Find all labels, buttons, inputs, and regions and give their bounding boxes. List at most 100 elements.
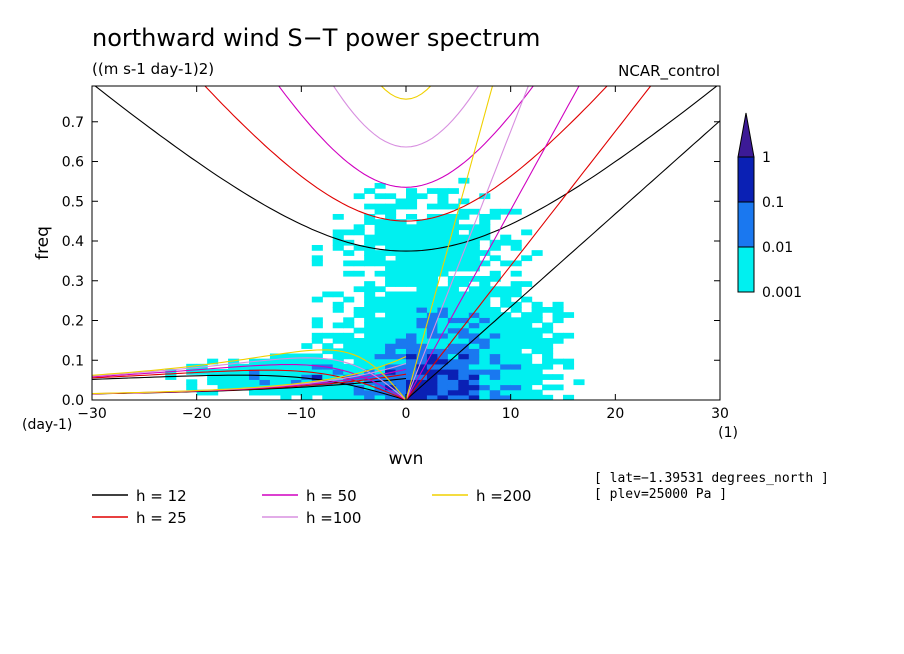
heatmap-cell [531,394,543,400]
heatmap-cell [437,265,449,272]
heatmap-cell [521,327,533,334]
heatmap-cell [489,275,501,282]
heatmap-cell [479,250,491,256]
chart-subtitle: ((m s-1 day-1)2) [92,60,214,78]
heatmap-cell [479,332,491,339]
heatmap-cell [343,317,355,324]
heatmap-cell [364,389,376,396]
heatmap-cell [416,260,428,267]
heatmap-cell [458,250,470,256]
colorbar-extend-triangle [737,112,755,158]
heatmap-cell [416,239,428,246]
heatmap-cell [426,379,438,386]
y-axis-ticks: 0.0 0.1 0.2 0.3 0.4 0.5 0.6 0.7 [62,115,720,409]
heatmap-cell [311,244,323,251]
heatmap-cell [322,384,334,391]
heatmap-cell [416,301,428,308]
heatmap-cell [238,369,250,375]
heatmap-cell [468,291,480,298]
heatmap-cell [364,312,376,318]
heatmap-cell [521,229,533,236]
heatmap-cell [364,348,376,355]
heatmap-cell [447,203,459,210]
heatmap-cell [500,260,512,267]
heatmap-cell [406,317,418,324]
heatmap-cell [395,281,407,287]
heatmap-cell [385,327,397,334]
heatmap-cell [406,198,418,205]
heatmap-cell [385,394,397,400]
heatmap-cell [479,281,491,287]
heatmap-cell [416,270,428,277]
heatmap-cell [542,306,554,313]
heatmap-cell [364,250,376,256]
heatmap-cell [416,384,428,391]
heatmap-cell [489,286,501,293]
heatmap-cell [416,343,428,349]
heatmap-cell [573,379,585,386]
heatmap-cell [395,348,407,355]
heatmap-cell [301,343,313,349]
y-tick-label: 0.7 [62,115,84,131]
heatmap-cell [489,332,501,339]
heatmap-cell [364,306,376,313]
plev-annotation: [ plev=25000 Pa ] [594,487,727,502]
heatmap-cell [500,322,512,329]
heatmap-cell [364,219,376,225]
heatmap-cell [468,208,480,215]
heatmap-cell [479,353,491,360]
inertia-gravity-curve-h200 [380,86,432,100]
heatmap-cell [353,348,365,355]
heatmap-cell [447,234,459,241]
dataset-label: NCAR_control [618,62,720,81]
heatmap-cell [437,389,449,396]
heatmap-cell [353,353,365,360]
heatmap-cell [186,379,198,386]
heatmap-cell [416,353,428,360]
heatmap-cell [416,363,428,370]
heatmap-cell [395,353,407,360]
heatmap-cell [280,363,292,370]
heatmap-cell [479,286,491,293]
heatmap-cell [259,374,271,380]
heatmap-cell [374,219,386,225]
rossby-wave-curve-h100 [92,357,407,400]
heatmap-cell [395,327,407,334]
heatmap-cell [364,394,376,400]
heatmap-cell [406,188,418,194]
heatmap-cell [458,343,470,349]
heatmap-cell [489,306,501,313]
heatmap-cell [395,312,407,318]
heatmap-cell [343,260,355,267]
heatmap-cell [385,250,397,256]
heatmap-cell [447,265,459,272]
y-tick-label: 0.1 [62,353,84,369]
heatmap-cell [510,281,522,287]
heatmap-cell [332,394,344,400]
heatmap-cell [426,286,438,293]
heatmap-cell [249,363,261,370]
heatmap-cell [426,327,438,334]
heatmap-cell [395,337,407,344]
heatmap-cell [364,260,376,267]
heatmap-cell [385,275,397,282]
heatmap-cell [311,317,323,324]
heatmap-cell [228,369,240,375]
heatmap-cell [510,343,522,349]
heatmap-cell [447,281,459,287]
heatmap-cell [542,348,554,355]
heatmap-cell [437,312,449,318]
heatmap-cell [437,384,449,391]
heatmap-cell [385,203,397,210]
heatmap-cell [406,374,418,380]
heatmap-cell [332,358,344,365]
heatmap-cell [353,260,365,267]
heatmap-cell [510,363,522,370]
heatmap-cell [374,234,386,241]
heatmap-cell [426,224,438,231]
heatmap-cell [468,234,480,241]
heatmap-cell [458,281,470,287]
heatmap-cell [322,343,334,349]
heatmap-cell [437,353,449,360]
heatmap-cell [479,348,491,355]
